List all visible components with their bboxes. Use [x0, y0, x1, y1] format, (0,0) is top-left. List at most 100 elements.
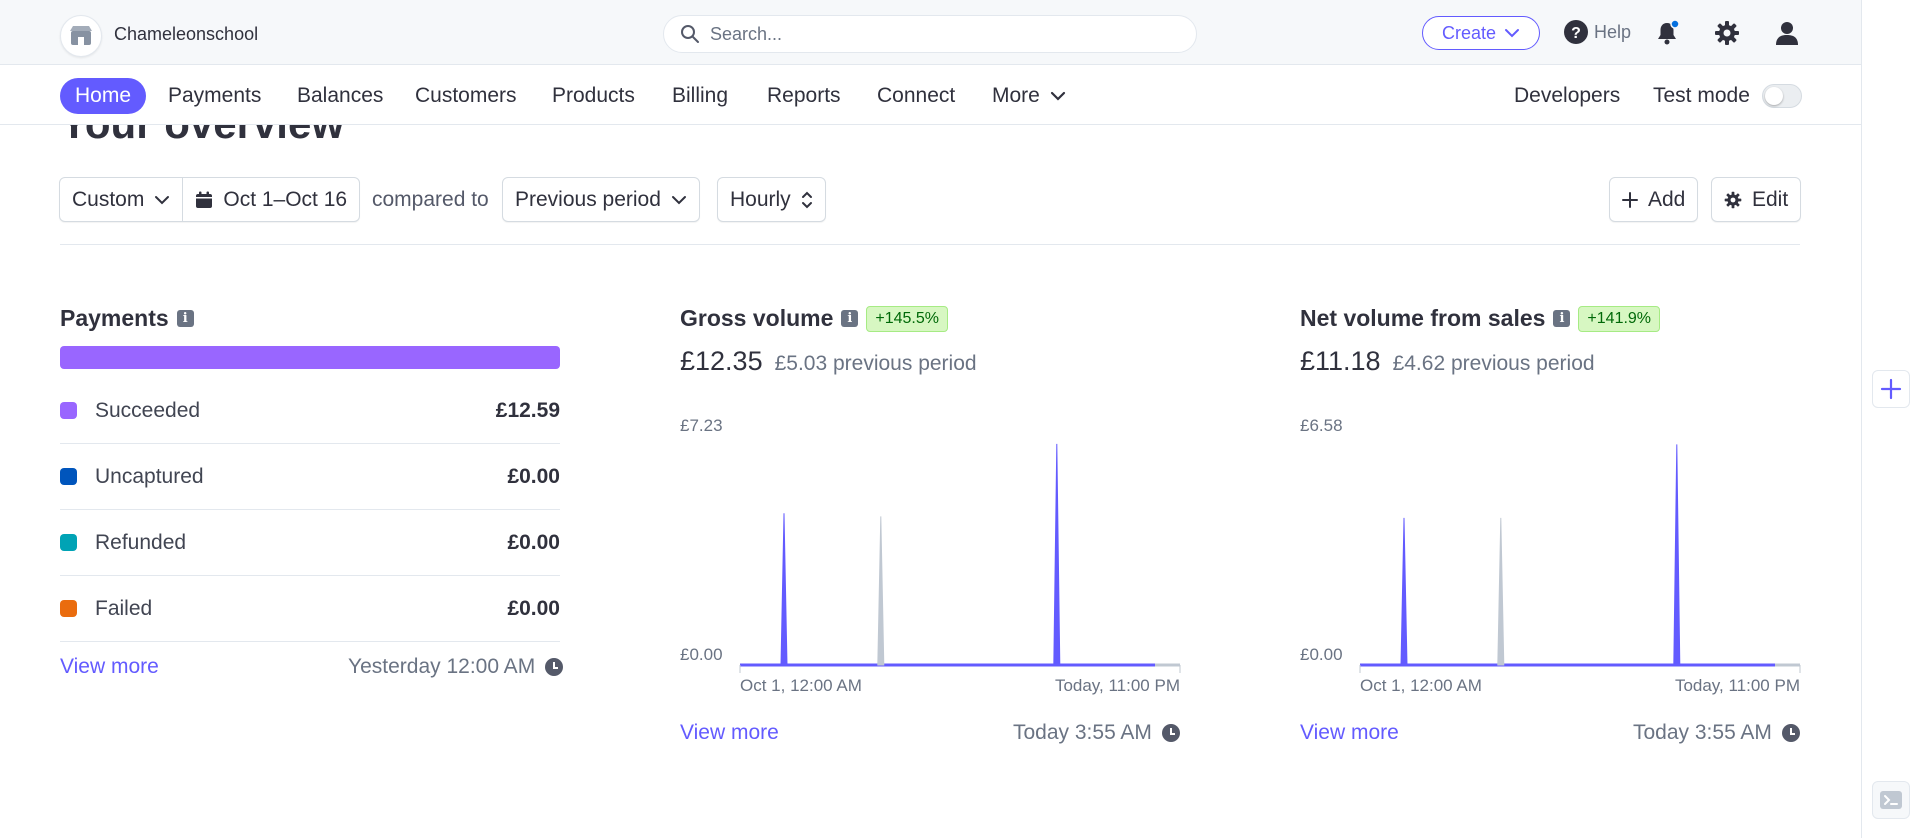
gross-volume-title: Gross volume i +145.5%: [680, 305, 948, 332]
net-view-more-link[interactable]: View more: [1300, 721, 1399, 744]
user-profile-icon[interactable]: [1772, 18, 1802, 48]
chevron-down-icon: [155, 195, 170, 204]
net-volume-title: Net volume from sales i +141.9%: [1300, 305, 1661, 332]
y-axis-top-label: £6.58: [1300, 416, 1343, 435]
gross-updated-text: Today 3:55 AM: [1013, 721, 1152, 744]
date-filter-group: Custom Oct 1–Oct 16: [59, 177, 361, 222]
account-name[interactable]: Chameleonschool: [114, 24, 259, 44]
calendar-icon: [196, 191, 213, 208]
nav-reports[interactable]: Reports: [767, 84, 841, 107]
comparison-value: Previous period: [515, 187, 661, 211]
compared-to-label: compared to: [372, 188, 489, 211]
data-spike: [1673, 444, 1681, 666]
search-icon: [681, 25, 699, 43]
info-icon[interactable]: i: [1553, 310, 1571, 327]
data-spike: [780, 513, 788, 666]
gross-volume-amounts: £12.35 £5.03 previous period: [680, 346, 977, 377]
nav-customers[interactable]: Customers: [415, 84, 517, 107]
gross-volume-chart[interactable]: £7.23 £0.00 Oct 1, 12:00 AM Today, 11:00 PM: [680, 410, 1185, 700]
test-mode-toggle[interactable]: [1762, 84, 1802, 108]
gross-updated: Today 3:55 AM: [1013, 721, 1180, 745]
nav-connect[interactable]: Connect: [877, 84, 956, 107]
payment-status-amount: £12.59: [495, 398, 560, 422]
net-volume-title-text: Net volume from sales: [1300, 305, 1546, 331]
nav-more[interactable]: More: [992, 78, 1066, 114]
interval-select[interactable]: Hourly: [717, 177, 826, 222]
status-dot: [60, 402, 77, 419]
search-bar[interactable]: [663, 15, 1197, 53]
terminal-icon[interactable]: [1872, 781, 1910, 819]
create-button[interactable]: Create: [1422, 16, 1540, 50]
net-volume-amount: £11.18: [1300, 346, 1381, 376]
x-axis-start-label: Oct 1, 12:00 AM: [1360, 676, 1482, 695]
edit-button[interactable]: Edit: [1711, 177, 1802, 222]
y-axis-bottom-label: £0.00: [1300, 645, 1343, 664]
payments-title-text: Payments: [60, 305, 169, 331]
payment-status-amount: £0.00: [507, 464, 560, 488]
date-range-value: Oct 1–Oct 16: [223, 187, 348, 211]
gross-change-badge: +145.5%: [866, 305, 948, 332]
nav-payments[interactable]: Payments: [168, 84, 262, 107]
gross-volume-title-text: Gross volume: [680, 305, 834, 331]
nav-balances[interactable]: Balances: [297, 84, 384, 107]
settings-gear-icon[interactable]: [1712, 18, 1742, 48]
payments-updated-text: Yesterday 12:00 AM: [348, 655, 536, 678]
notifications-bell-icon[interactable]: [1652, 18, 1682, 48]
payments-view-more-link[interactable]: View more: [60, 655, 159, 678]
y-axis-top-label: £7.23: [680, 416, 723, 435]
data-spike: [1053, 443, 1061, 666]
nav-developers[interactable]: Developers: [1514, 84, 1621, 107]
info-icon[interactable]: i: [841, 310, 859, 327]
range-type-value: Custom: [72, 187, 145, 211]
rail-add-icon[interactable]: [1872, 370, 1910, 408]
y-axis-bottom-label: £0.00: [680, 645, 723, 664]
payment-status-label: Uncaptured: [95, 464, 204, 488]
gross-volume-amount: £12.35: [680, 346, 763, 376]
x-axis-end-label: Today, 11:00 PM: [1675, 676, 1800, 695]
payments-updated: Yesterday 12:00 AM: [348, 655, 564, 679]
net-updated: Today 3:55 AM: [1633, 721, 1800, 745]
create-button-label: Create: [1441, 22, 1497, 43]
section-divider: [60, 244, 1800, 245]
main-nav: Home Payments Balances Customers Product…: [0, 65, 1861, 125]
payment-row-succeeded[interactable]: Succeeded £12.59: [60, 378, 560, 444]
add-button-label: Add: [1648, 187, 1686, 211]
chevron-up-down-icon: [801, 191, 812, 208]
net-updated-text: Today 3:55 AM: [1633, 721, 1772, 744]
edit-button-label: Edit: [1752, 187, 1789, 211]
test-mode-label: Test mode: [1653, 84, 1750, 107]
add-button[interactable]: Add: [1609, 177, 1699, 222]
account-logo-icon[interactable]: [60, 15, 102, 57]
nav-products[interactable]: Products: [552, 84, 635, 107]
range-type-select[interactable]: Custom: [60, 178, 182, 221]
nav-more-label: More: [992, 84, 1040, 107]
status-dot: [60, 534, 77, 551]
gross-view-more-link[interactable]: View more: [680, 721, 779, 744]
interval-value: Hourly: [730, 187, 791, 211]
payment-row-uncaptured[interactable]: Uncaptured £0.00: [60, 444, 560, 510]
date-range-picker[interactable]: Oct 1–Oct 16: [182, 178, 359, 221]
net-volume-previous: £4.62 previous period: [1392, 352, 1595, 375]
nav-home[interactable]: Home: [60, 78, 147, 114]
search-input[interactable]: [710, 23, 1150, 45]
x-axis-start-label: Oct 1, 12:00 AM: [740, 676, 862, 695]
net-volume-chart[interactable]: £6.58 £0.00 Oct 1, 12:00 AM Today, 11:00 PM: [1300, 410, 1805, 700]
help-label: Help: [1594, 21, 1632, 42]
toggle-knob: [1765, 87, 1783, 105]
net-change-badge: +141.9%: [1578, 305, 1661, 332]
gear-icon: [1724, 191, 1742, 208]
gross-volume-previous: £5.03 previous period: [774, 352, 977, 375]
net-volume-amounts: £11.18 £4.62 previous period: [1300, 346, 1595, 377]
right-rail: [1861, 0, 1920, 838]
comparison-select[interactable]: Previous period: [502, 177, 700, 222]
payment-status-amount: £0.00: [507, 596, 560, 620]
data-spike: [1497, 517, 1505, 666]
clock-icon: [1161, 724, 1180, 742]
help-button[interactable]: ? Help: [1564, 20, 1631, 44]
info-icon[interactable]: i: [176, 310, 194, 327]
payments-status-bar: [60, 346, 560, 369]
nav-billing[interactable]: Billing: [672, 84, 729, 107]
payment-row-refunded[interactable]: Refunded £0.00: [60, 510, 560, 576]
svg-text:?: ?: [1571, 25, 1581, 42]
payment-row-failed[interactable]: Failed £0.00: [60, 576, 560, 642]
